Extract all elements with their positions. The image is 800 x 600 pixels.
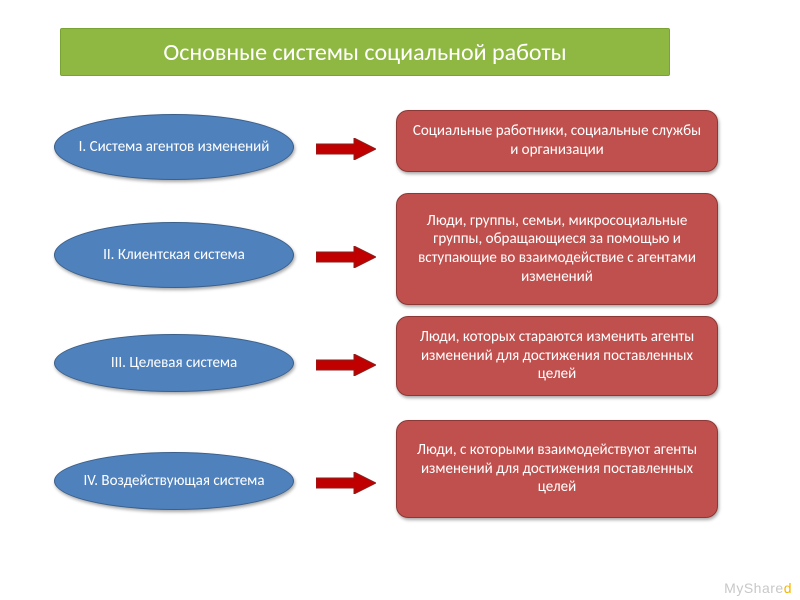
title-bar: Основные системы социальной работы (60, 28, 670, 76)
system-ellipse-4: IV. Воздействующая система (54, 452, 294, 510)
system-ellipse-1: I. Система агентов изменений (54, 114, 294, 180)
system-desc-1: Социальные работники, социальные службы … (396, 110, 718, 172)
system-desc-text-4: Люди, с которыми взаимодействуют агенты … (397, 435, 717, 503)
arrow-1 (316, 138, 376, 160)
system-ellipse-label-1: I. Система агентов изменений (61, 138, 288, 156)
system-desc-text-3: Люди, которых стараются изменить агенты … (397, 322, 717, 390)
system-ellipse-3: III. Целевая система (54, 334, 294, 392)
system-desc-text-2: Люди, группы, семьи, микросоциальные гру… (397, 206, 717, 293)
arrow-3 (316, 354, 376, 376)
watermark-main: MyShare (724, 580, 784, 596)
system-desc-text-1: Социальные работники, социальные службы … (397, 116, 717, 166)
system-ellipse-label-3: III. Целевая система (93, 354, 255, 372)
watermark: MyShared (724, 580, 792, 596)
arrow-2 (316, 246, 376, 268)
arrow-4 (316, 472, 376, 494)
system-desc-2: Люди, группы, семьи, микросоциальные гру… (396, 193, 718, 305)
watermark-accent: d (784, 580, 792, 596)
system-ellipse-label-4: IV. Воздействующая система (65, 472, 282, 490)
system-desc-3: Люди, которых стараются изменить агенты … (396, 316, 718, 396)
system-ellipse-label-2: II. Клиентская система (85, 246, 263, 264)
system-desc-4: Люди, с которыми взаимодействуют агенты … (396, 420, 718, 518)
system-ellipse-2: II. Клиентская система (54, 222, 294, 288)
title-text: Основные системы социальной работы (163, 38, 566, 67)
